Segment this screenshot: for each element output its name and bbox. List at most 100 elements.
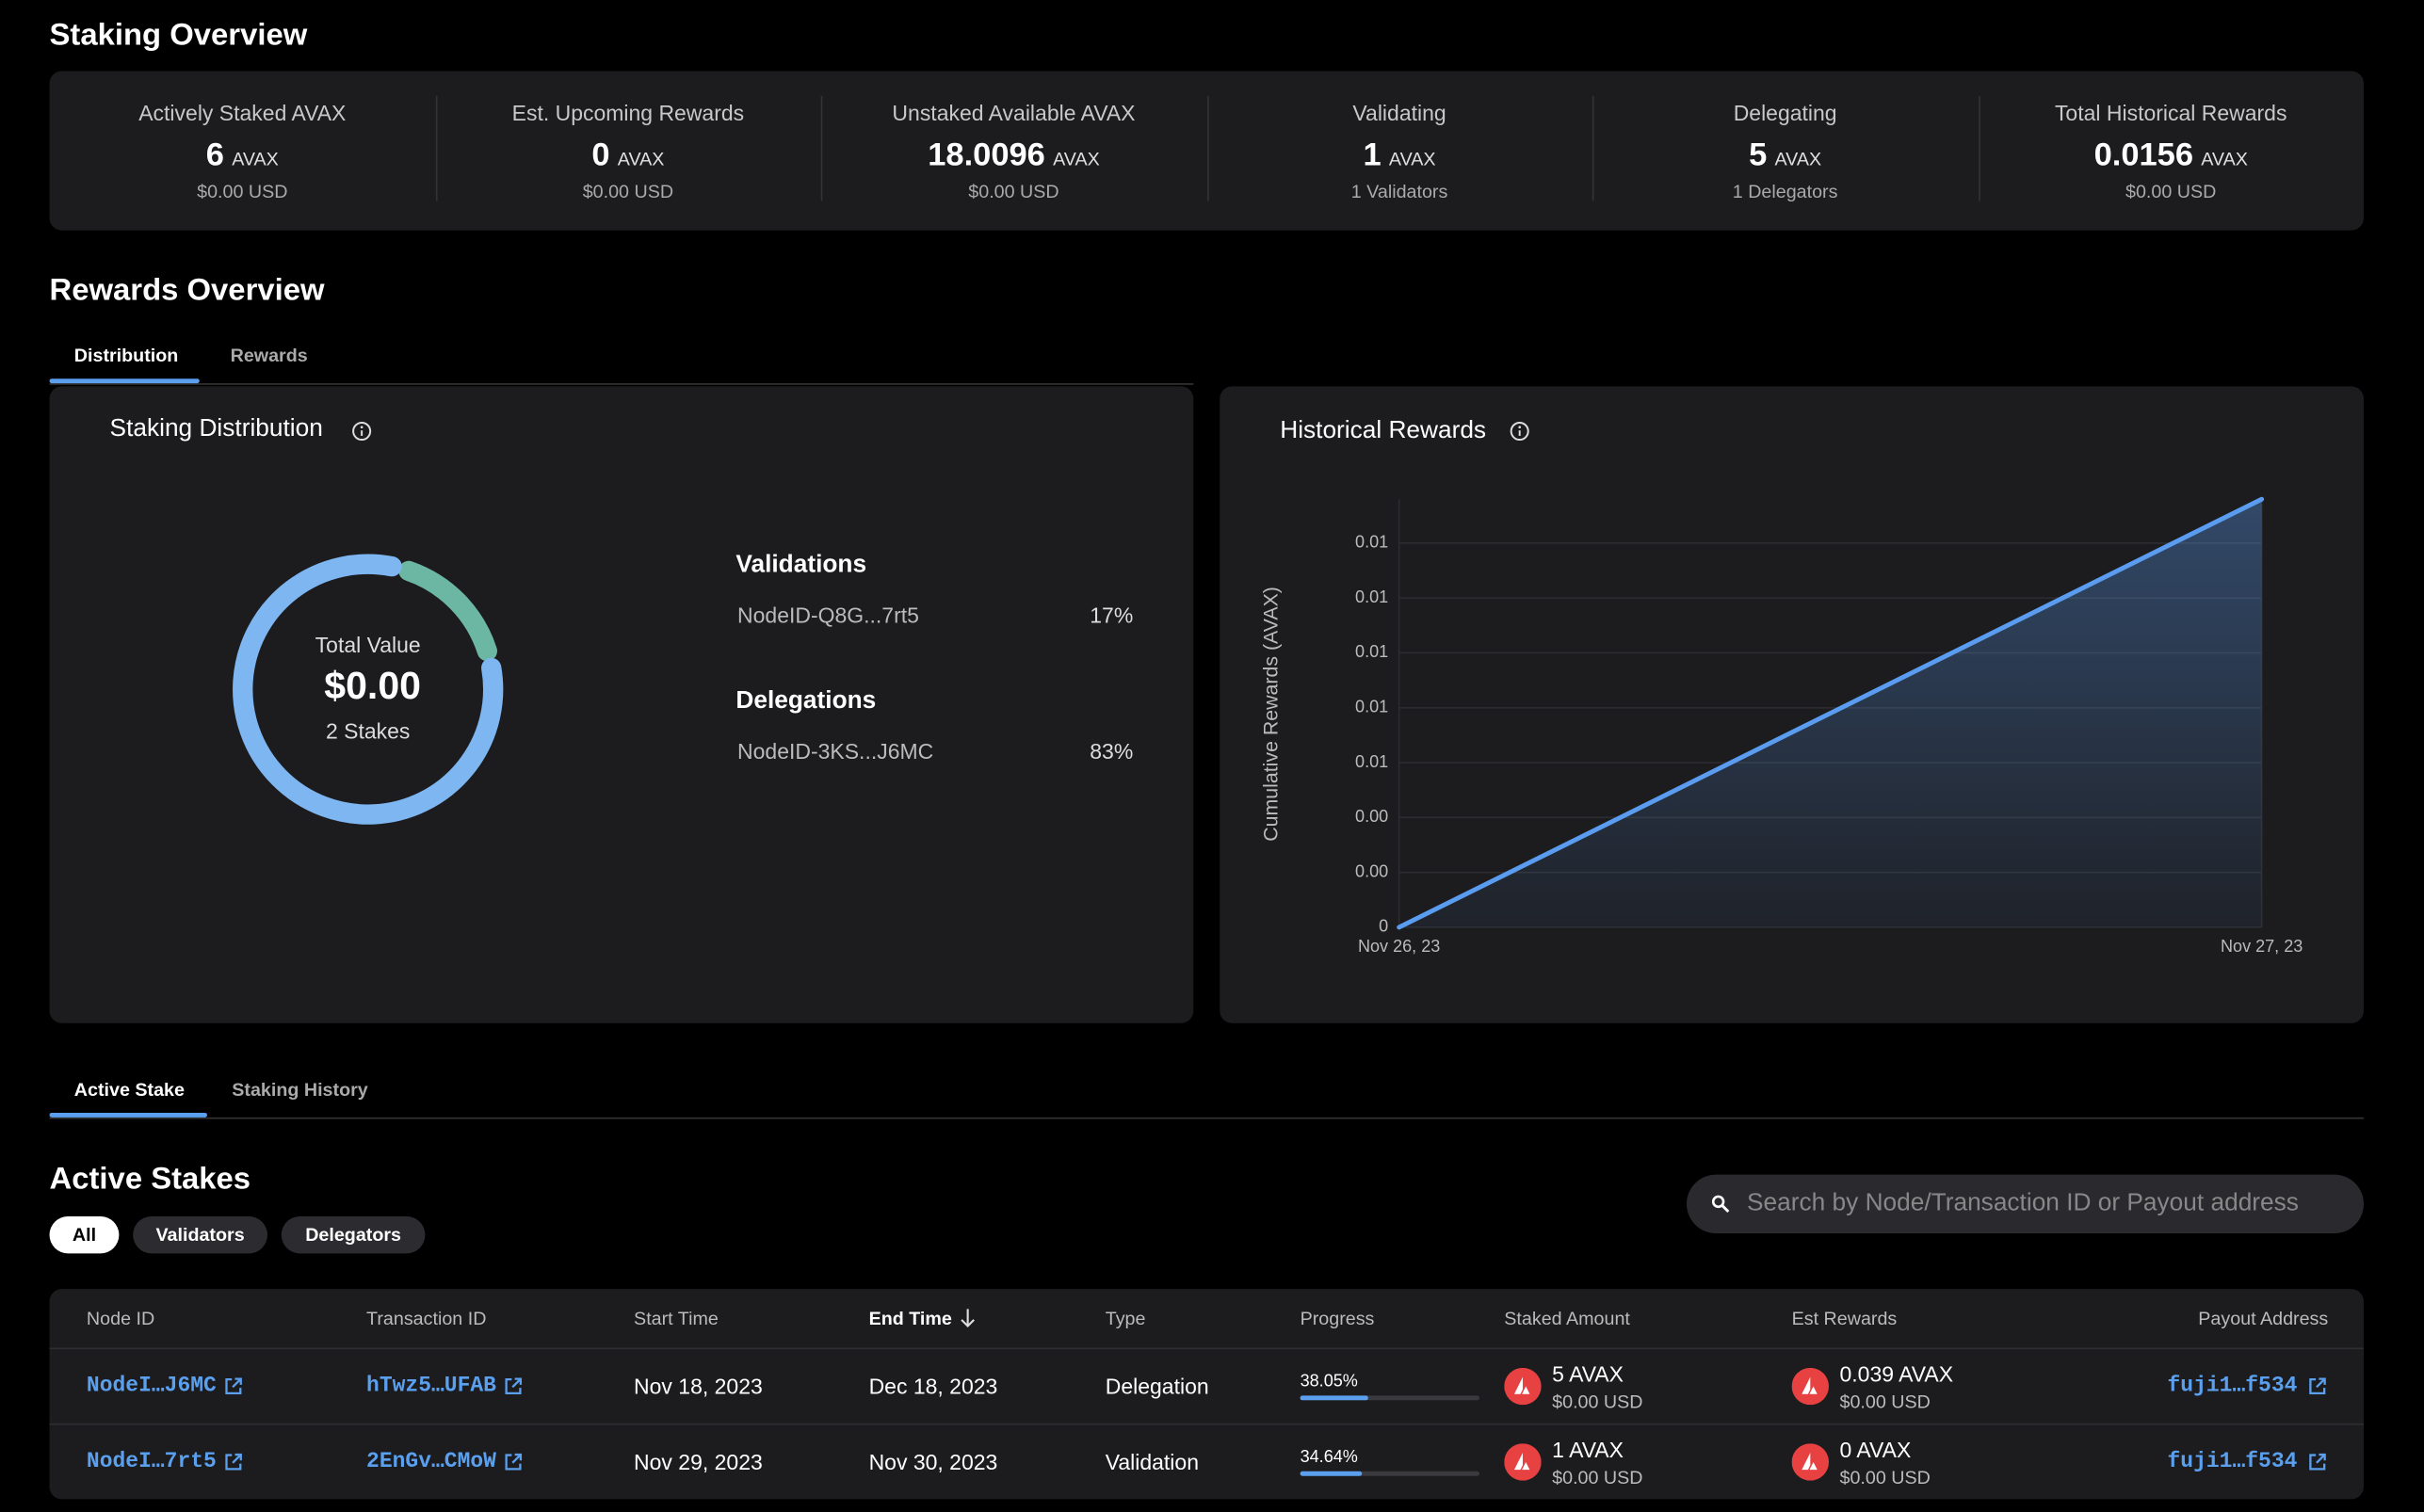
- stat-divider: [1978, 95, 1980, 201]
- tab-underline: [49, 1112, 207, 1118]
- end-time: Dec 18, 2023: [868, 1374, 998, 1399]
- avax-icon: [1791, 1443, 1830, 1481]
- staked-amount: 1 AVAX: [1552, 1437, 1624, 1462]
- stat-label: Est. Upcoming Rewards: [511, 100, 745, 125]
- y-tick-label: 0.01: [1355, 587, 1388, 606]
- stats-card: [49, 71, 2365, 231]
- stat-divider: [435, 95, 437, 201]
- group-heading: Validations: [735, 552, 867, 578]
- payout-link[interactable]: fuji1…f534: [2167, 1449, 2298, 1475]
- stat-label: Total Historical Rewards: [2054, 100, 2287, 125]
- link[interactable]: 2EnGv…CMoW: [366, 1449, 496, 1475]
- stat-sub: $0.00 USD: [197, 181, 288, 203]
- stat-divider: [1206, 95, 1208, 201]
- line: [1397, 496, 2265, 930]
- type: Validation: [1105, 1449, 1199, 1475]
- stat-sub: $0.00 USD: [582, 181, 674, 203]
- stat-label: Validating: [1352, 100, 1446, 125]
- section-title: Staking Overview: [49, 18, 308, 53]
- tab[interactable]: Distribution: [73, 345, 179, 367]
- tab[interactable]: Active Stake: [73, 1078, 185, 1101]
- stat-unit: AVAX: [1053, 148, 1100, 170]
- share-label: 17%: [1090, 603, 1134, 628]
- search-icon: [1711, 1195, 1730, 1214]
- stat-unit: AVAX: [1388, 148, 1436, 170]
- start-time: Nov 18, 2023: [634, 1374, 763, 1399]
- progress-bar: [1300, 1471, 1363, 1476]
- y-tick-label: 0.01: [1355, 752, 1388, 771]
- donut-value: $0.00: [324, 664, 421, 708]
- external-link-icon[interactable]: [504, 1453, 523, 1472]
- external-link-icon[interactable]: [224, 1453, 243, 1472]
- section-title: Active Stakes: [49, 1162, 251, 1197]
- y-tick-label: 0.00: [1355, 807, 1388, 826]
- column-header: Staked Amount: [1504, 1307, 1630, 1329]
- stat-sub: 1 Validators: [1350, 181, 1448, 203]
- avax-icon: [1791, 1367, 1830, 1406]
- tabs-line: [49, 383, 1194, 385]
- x-tick-label: Nov 27, 23: [2221, 937, 2303, 956]
- donut-label: Total Value: [315, 632, 421, 657]
- row-divider: [49, 1347, 2365, 1350]
- link[interactable]: hTwz5…UFAB: [366, 1374, 496, 1399]
- info-icon: [1518, 426, 1522, 429]
- info-icon: [352, 421, 372, 442]
- filter-pill[interactable]: Validators: [133, 1215, 267, 1254]
- search-box[interactable]: Search by Node/Transaction ID or Payout …: [1686, 1174, 2365, 1233]
- stat-value: 5: [1749, 137, 1768, 173]
- type: Delegation: [1105, 1374, 1209, 1399]
- external-link-icon[interactable]: [504, 1377, 523, 1396]
- stat-value-line: 5 AVAX: [1592, 137, 1979, 174]
- panel-title: Staking Distribution: [109, 415, 323, 442]
- staked-usd: $0.00 USD: [1552, 1391, 1643, 1413]
- stat-value-line: 6 AVAX: [50, 137, 436, 174]
- y-tick-label: 0.00: [1355, 861, 1388, 880]
- rewards-usd: $0.00 USD: [1839, 1391, 1931, 1413]
- donut-segment: [233, 554, 504, 825]
- stakes-table: Node ID Transaction ID Start Time End Time T…: [49, 1289, 2365, 1500]
- row-divider: [49, 1423, 2365, 1425]
- filter-pill[interactable]: All: [49, 1215, 120, 1254]
- rewards-usd: $0.00 USD: [1839, 1466, 1931, 1488]
- column-header: End Time: [868, 1307, 952, 1329]
- external-link-icon[interactable]: [224, 1377, 243, 1396]
- stat-unit: AVAX: [2201, 148, 2248, 170]
- stat-divider: [1592, 95, 1594, 201]
- column-header: Start Time: [634, 1307, 719, 1329]
- sort-icon[interactable]: [960, 1308, 975, 1329]
- stat-value-line: 18.0096 AVAX: [821, 137, 1207, 174]
- stat-unit: AVAX: [1774, 148, 1822, 170]
- stat-divider: [820, 95, 823, 201]
- end-time: Nov 30, 2023: [868, 1449, 998, 1475]
- tab[interactable]: Rewards: [230, 345, 308, 367]
- external-link-icon[interactable]: [2308, 1453, 2327, 1472]
- y-tick-label: 0.01: [1355, 533, 1388, 552]
- payout-link[interactable]: fuji1…f534: [2167, 1374, 2298, 1399]
- stat-value: 0: [591, 137, 610, 173]
- y-tick-label: 0.01: [1355, 698, 1388, 716]
- filter-pill[interactable]: Delegators: [281, 1215, 426, 1254]
- link[interactable]: NodeI…7rt5: [86, 1449, 217, 1475]
- search-placeholder: Search by Node/Transaction ID or Payout …: [1747, 1190, 2299, 1216]
- staked-amount: 5 AVAX: [1552, 1361, 1624, 1387]
- stat-value-line: 0 AVAX: [435, 137, 821, 174]
- stat-unit: AVAX: [232, 148, 279, 170]
- external-link-icon[interactable]: [2308, 1377, 2327, 1396]
- stat-sub: 1 Delegators: [1732, 181, 1838, 203]
- stat-label: Delegating: [1733, 100, 1837, 125]
- link[interactable]: NodeI…J6MC: [86, 1374, 217, 1399]
- tab[interactable]: Staking History: [232, 1078, 368, 1101]
- progress-track: [1300, 1471, 1480, 1476]
- stat-label: Actively Staked AVAX: [138, 100, 347, 125]
- est-rewards: 0.039 AVAX: [1839, 1361, 1954, 1387]
- group-heading: Delegations: [735, 687, 877, 715]
- y-tick-label: 0: [1379, 917, 1388, 936]
- node-id: NodeID-Q8G...7rt5: [737, 603, 919, 628]
- info-icon: [360, 426, 364, 429]
- tabs-line: [49, 1117, 2365, 1119]
- y-tick-label: 0.01: [1355, 642, 1388, 661]
- stat-value: 1: [1363, 137, 1382, 173]
- info-icon: [1510, 421, 1529, 442]
- donut-segment: [398, 560, 497, 662]
